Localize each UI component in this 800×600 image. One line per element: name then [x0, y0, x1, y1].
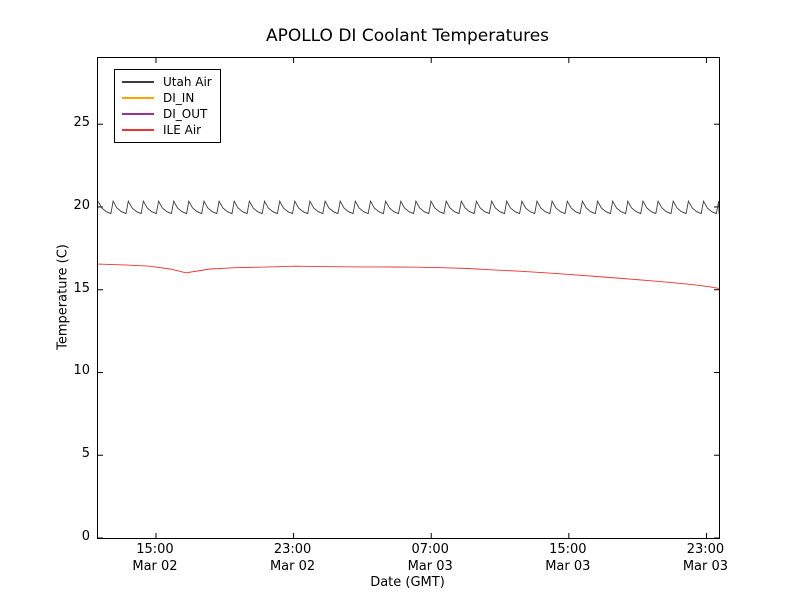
x-tick-label: 15:00 Mar 03: [523, 541, 613, 575]
legend-label: ILE Air: [163, 123, 202, 137]
legend-swatch-di-out: [122, 113, 154, 115]
x-tick-date: Mar 03: [407, 559, 453, 574]
x-tick-time: 15:00: [136, 542, 174, 557]
y-tick-label: 5: [81, 446, 90, 462]
y-tick-label: 25: [73, 115, 90, 131]
legend: Utah Air DI_IN DI_OUT ILE Air: [114, 69, 221, 143]
x-tick-date: Mar 02: [269, 559, 316, 574]
y-tick-label: 0: [81, 529, 90, 544]
x-tick-date: Mar 02: [132, 559, 178, 574]
series-line-utah-air: [98, 199, 719, 215]
x-tick-label: 23:00 Mar 02: [248, 541, 338, 575]
x-tick-time: 15:00: [549, 542, 587, 557]
plot-canvas: [98, 58, 719, 538]
legend-label: DI_OUT: [163, 107, 208, 121]
y-tick-label: 20: [73, 197, 90, 213]
chart-title: APOLLO DI Coolant Temperatures: [265, 26, 550, 46]
x-tick-time: 23:00: [273, 542, 312, 557]
legend-item: DI_IN: [122, 90, 212, 106]
legend-swatch-di-in: [122, 97, 154, 99]
plot-area: Utah Air DI_IN DI_OUT ILE Air: [97, 57, 720, 539]
legend-item: Utah Air: [122, 74, 212, 90]
x-tick-time: 23:00: [686, 542, 725, 557]
legend-swatch-utah-air: [122, 81, 154, 83]
legend-item: ILE Air: [122, 122, 212, 138]
x-tick-label: 15:00 Mar 02: [110, 541, 200, 575]
legend-swatch-ile-air: [122, 129, 154, 131]
x-tick-label: 23:00 Mar 03: [660, 541, 750, 575]
x-tick-date: Mar 03: [682, 559, 729, 574]
x-tick-time: 07:00: [411, 542, 449, 557]
x-axis-label: Date (GMT): [370, 575, 445, 590]
y-tick-label: 10: [73, 363, 90, 379]
y-tick-label: 15: [73, 280, 90, 296]
x-tick-label: 07:00 Mar 03: [385, 541, 475, 575]
legend-label: DI_IN: [163, 91, 195, 105]
series-line-ile-air: [98, 263, 719, 289]
legend-label: Utah Air: [163, 75, 212, 89]
x-tick-date: Mar 03: [545, 559, 591, 574]
legend-item: DI_OUT: [122, 106, 212, 122]
